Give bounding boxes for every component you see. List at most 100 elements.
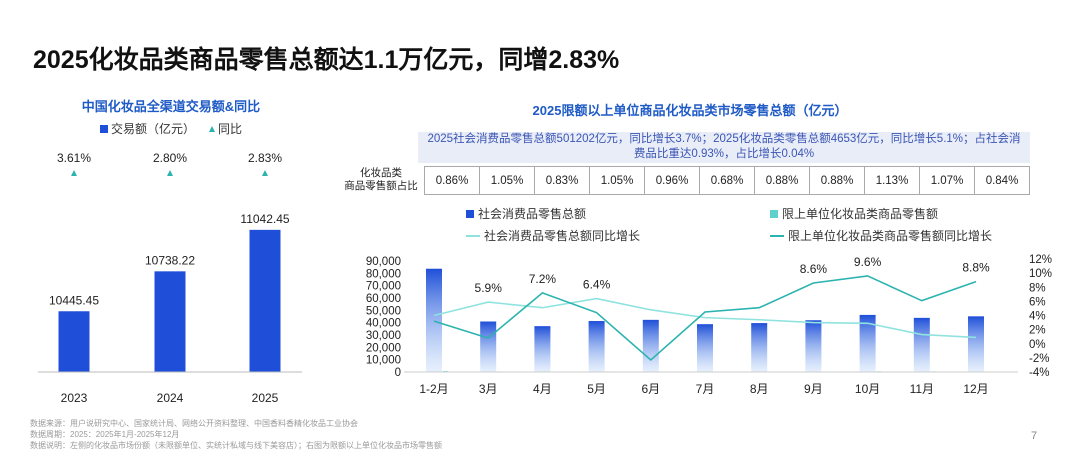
x-tick-label: 7月 [696, 382, 715, 396]
legend-item-s2: 限上单位化妆品类商品零售额 [770, 205, 938, 222]
y-right-tick-label: -4% [1029, 367, 1049, 379]
data-label: 9.6% [854, 255, 882, 269]
share-cell: 0.88% [809, 166, 865, 195]
x-tick-label: 6月 [641, 382, 660, 396]
y-left-tick-label: 0 [395, 367, 401, 379]
share-cell: 1.05% [479, 166, 535, 195]
y-right-tick-label: 8% [1029, 282, 1046, 294]
x-tick-label: 10月 [855, 382, 880, 396]
x-tick-label: 1-2月 [419, 382, 448, 396]
y-right-tick-label: 12% [1029, 254, 1052, 266]
bar-2023 [58, 311, 90, 372]
bar-value-label: 10445.45 [49, 293, 99, 307]
data-label: 5.9% [475, 281, 503, 295]
legend-label: 社会消费品零售总额 [478, 207, 587, 221]
share-cell: 0.68% [699, 166, 755, 195]
left-chart-title: 中国化妆品全渠道交易额&同比 [81, 99, 261, 114]
y-right-tick-label: 10% [1029, 268, 1052, 280]
share-cell: 0.86% [424, 166, 480, 195]
legend-item-s1: 社会消费品零售总额 [466, 205, 586, 222]
share-row-label-line-1: 化妆品类 [360, 167, 402, 179]
x-tick-label: 2023 [61, 391, 88, 405]
bar-retail-total [642, 319, 659, 372]
legend-label: 社会消费品零售总额同比增长 [484, 229, 641, 243]
y-right-tick-label: -2% [1029, 353, 1049, 365]
legend-swatch [466, 210, 474, 218]
summary-note-line-2: 费品比重达0.93%，占比增长0.04% [633, 148, 815, 160]
growth-marker-icon [167, 170, 173, 176]
page-title: 2025化妆品类商品零售总额达1.1万亿元，同增2.83% [33, 46, 620, 74]
right-chart-legend: 社会消费品零售总额 限上单位化妆品类商品零售额 社会消费品零售总额同比增长 限上… [466, 205, 1066, 245]
footer-line: 数据周期：2025：2025年1月-2025年12月 [30, 430, 180, 439]
left-bar-chart: 10445.45 2023 3.61% 10738.22 2024 2.80% 11042.… [38, 151, 302, 405]
bar-retail-total [534, 326, 551, 372]
line-cosmetics-growth [433, 275, 977, 362]
y-left-tick-label: 90,000 [366, 256, 401, 268]
data-label: 8.8% [962, 261, 990, 275]
y-right-tick-label: 6% [1029, 296, 1046, 308]
summary-note-line-1: 2025社会消费品零售总额501202亿元，同比增长3.7%；2025化妆品类零… [427, 133, 1021, 145]
bar-retail-total [697, 324, 713, 372]
summary-note: 2025社会消费品零售总额501202亿元，同比增长3.7%；2025化妆品类零… [418, 132, 1030, 163]
legend-swatch [770, 235, 784, 237]
right-chart-title: 2025限额以上单位商品化妆品类市场零售总额（亿元） [532, 103, 848, 118]
line-retail-growth [433, 297, 977, 339]
x-tick-label: 9月 [804, 382, 823, 396]
page-number: 7 [1031, 430, 1038, 442]
y-left-tick-label: 60,000 [366, 293, 401, 305]
share-cell: 0.84% [974, 166, 1030, 195]
footer-line: 数据说明：左侧的化妆品市场份额（未限额单位、实统计私域与线下美容店）；右图为限额… [30, 441, 442, 450]
growth-marker-icon [262, 170, 268, 176]
y-right-tick-label: 4% [1029, 311, 1046, 323]
y-left-tick-label: 10,000 [366, 355, 401, 367]
bar-retail-total [805, 320, 822, 372]
bar-retail-total [968, 316, 984, 372]
right-combo-chart: 90,00080,00070,00060,00050,00040,00030,0… [366, 254, 1052, 396]
bar-retail-total [426, 268, 442, 372]
x-tick-label: 5月 [587, 382, 606, 396]
y-left-tick-label: 20,000 [366, 342, 401, 354]
x-tick-label: 4月 [533, 382, 552, 396]
growth-label: 3.61% [57, 151, 91, 165]
bar-2024 [154, 271, 186, 372]
share-row-label: 化妆品类 商品零售额占比 [340, 167, 422, 193]
y-right-tick-label: 0% [1029, 339, 1046, 351]
data-label: 6.4% [583, 278, 611, 292]
bar-retail-total [859, 314, 876, 372]
bar-value-label: 10738.22 [145, 253, 195, 267]
data-label: 7.2% [529, 272, 557, 286]
footer-notes: 数据来源：用户说研究中心、国家统计局、网络公开资料整理、中国香料香精化妆品工业协… [30, 418, 442, 451]
share-row-label-line-2: 商品零售额占比 [344, 180, 418, 192]
y-right-tick-label: 2% [1029, 325, 1046, 337]
share-cell: 0.88% [754, 166, 810, 195]
legend-bar-swatch [99, 125, 108, 133]
legend-marker-icon [209, 126, 215, 132]
y-left-tick-label: 70,000 [366, 281, 401, 293]
x-tick-label: 2025 [252, 391, 279, 405]
legend-label: 限上单位化妆品类商品零售额 [782, 207, 939, 221]
left-chart-legend: 交易额（亿元） 同比 [60, 120, 282, 137]
bar-retail-total [480, 321, 497, 372]
bar-2025 [249, 229, 281, 372]
share-cell: 0.83% [534, 166, 590, 195]
bar-retail-total [588, 321, 605, 372]
share-cell: 1.13% [864, 166, 920, 195]
legend-label: 限上单位化妆品类商品零售额同比增长 [788, 229, 993, 243]
y-left-tick-label: 50,000 [366, 305, 401, 317]
x-tick-label: 12月 [963, 382, 988, 396]
legend-item-s3: 社会消费品零售总额同比增长 [466, 227, 640, 244]
share-cell: 1.07% [919, 166, 975, 195]
legend-swatch [770, 210, 778, 218]
y-left-tick-label: 40,000 [366, 318, 401, 330]
growth-label: 2.83% [248, 151, 282, 165]
x-tick-label: 11月 [910, 382, 934, 396]
growth-marker-icon [71, 170, 77, 176]
legend-bar-label: 交易额（亿元） [110, 122, 195, 136]
x-tick-label: 3月 [479, 382, 498, 396]
data-label: 8.6% [800, 262, 828, 276]
x-tick-label: 2024 [157, 391, 184, 405]
y-left-tick-label: 80,000 [366, 268, 401, 280]
legend-swatch [466, 235, 480, 237]
share-cell: 0.96% [644, 166, 700, 195]
legend-item-s4: 限上单位化妆品类商品零售额同比增长 [770, 227, 992, 244]
